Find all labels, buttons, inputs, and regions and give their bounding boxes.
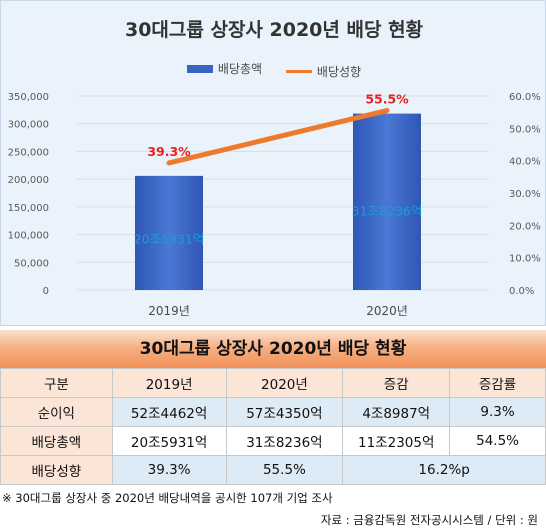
y-right-tick-label: 40.0% — [509, 157, 541, 168]
table-cell: 4조8987억 — [342, 397, 451, 427]
table-header-cell: 구분 — [0, 368, 113, 398]
series-line — [166, 108, 390, 166]
legend-item-line: 배당성향 — [285, 63, 362, 80]
legend-bar-label: 배당총액 — [217, 62, 263, 76]
source-note: 자료 : 금융감독원 전자공시시스템 / 단위 : 원 — [320, 513, 538, 527]
legend-line-label: 배당성향 — [316, 64, 362, 79]
table-header-cell: 2019년 — [111, 368, 227, 398]
table-header-cell: 증감률 — [449, 368, 546, 398]
bar-data-label: 20조5931억 — [134, 232, 205, 247]
row-label: 순이익 — [0, 397, 113, 427]
x-tick-label: 2020년 — [366, 304, 408, 318]
y-right-tick-label: 20.0% — [509, 221, 541, 232]
y-left-tick-label: 0 — [43, 286, 49, 297]
line-data-label: 55.5% — [365, 92, 409, 107]
table-header-cell: 증감 — [342, 368, 451, 398]
y-right-tick-label: 30.0% — [509, 189, 541, 200]
table-row-net-income: 순이익 52조4462억 57조4350억 4조8987억 9.3% — [0, 397, 546, 427]
summary-table: 구분 2019년 2020년 증감 증감률 순이익 52조4462억 57조43… — [0, 368, 546, 485]
combo-chart: 0 50,000 100,000 150,000 200,000 250,000 300,0… — [8, 92, 541, 318]
y-left-tick-label: 250,000 — [8, 147, 49, 158]
table-header-row: 구분 2019년 2020년 증감 증감률 — [0, 368, 546, 398]
y-right-tick-label: 10.0% — [509, 254, 541, 265]
table-cell: 9.3% — [449, 397, 546, 427]
y-right-tick-label: 0.0% — [509, 286, 534, 297]
y-left-tick-label: 150,000 — [8, 203, 49, 214]
table-row-dividend-total: 배당총액 20조5931억 31조8236억 11조2305억 54.5% — [0, 426, 546, 456]
footnote: ※ 30대그룹 상장사 중 2020년 배당내역을 공시한 107개 기업 조사 — [2, 491, 333, 505]
table-cell: 31조8236억 — [225, 426, 344, 456]
bar — [135, 175, 203, 290]
x-tick-label: 2019년 — [148, 304, 190, 318]
table-cell: 57조4350억 — [225, 397, 344, 427]
y-right-tick-label: 50.0% — [509, 124, 541, 135]
y-right-tick-label: 60.0% — [509, 92, 541, 103]
chart-panel: 30대그룹 상장사 2020년 배당 현황 배당총액 배당성향 0 50,000 1… — [0, 0, 546, 326]
legend-item-bar: 배당총액 — [186, 60, 263, 77]
y-left-tick-label: 200,000 — [8, 175, 49, 186]
chart-legend: 배당총액 배당성향 — [1, 60, 546, 80]
table-header-cell: 2020년 — [225, 368, 344, 398]
table-title: 30대그룹 상장사 2020년 배당 현황 — [0, 330, 546, 368]
bar — [353, 113, 421, 291]
table-cell: 39.3% — [111, 455, 227, 485]
table-row-payout-ratio: 배당성향 39.3% 55.5% 16.2%p — [0, 455, 546, 485]
y-left-tick-label: 50,000 — [14, 258, 49, 269]
legend-bar-swatch — [186, 64, 213, 73]
table-cell: 11조2305억 — [342, 426, 451, 456]
table-cell: 54.5% — [449, 426, 546, 456]
table-cell: 52조4462억 — [111, 397, 227, 427]
row-label: 배당총액 — [0, 426, 113, 456]
chart-title: 30대그룹 상장사 2020년 배당 현황 — [124, 19, 424, 41]
bar-data-label: 31조8236억 — [352, 204, 423, 219]
table-cell: 16.2%p — [342, 455, 546, 485]
legend-line-swatch — [285, 69, 312, 73]
y-left-tick-label: 100,000 — [8, 231, 49, 242]
line-data-label: 39.3% — [147, 144, 191, 159]
y-left-tick-label: 300,000 — [8, 120, 49, 131]
y-left-tick-label: 350,000 — [8, 92, 49, 103]
row-label: 배당성향 — [0, 455, 113, 485]
table-cell: 55.5% — [225, 455, 344, 485]
table-cell: 20조5931억 — [111, 426, 227, 456]
